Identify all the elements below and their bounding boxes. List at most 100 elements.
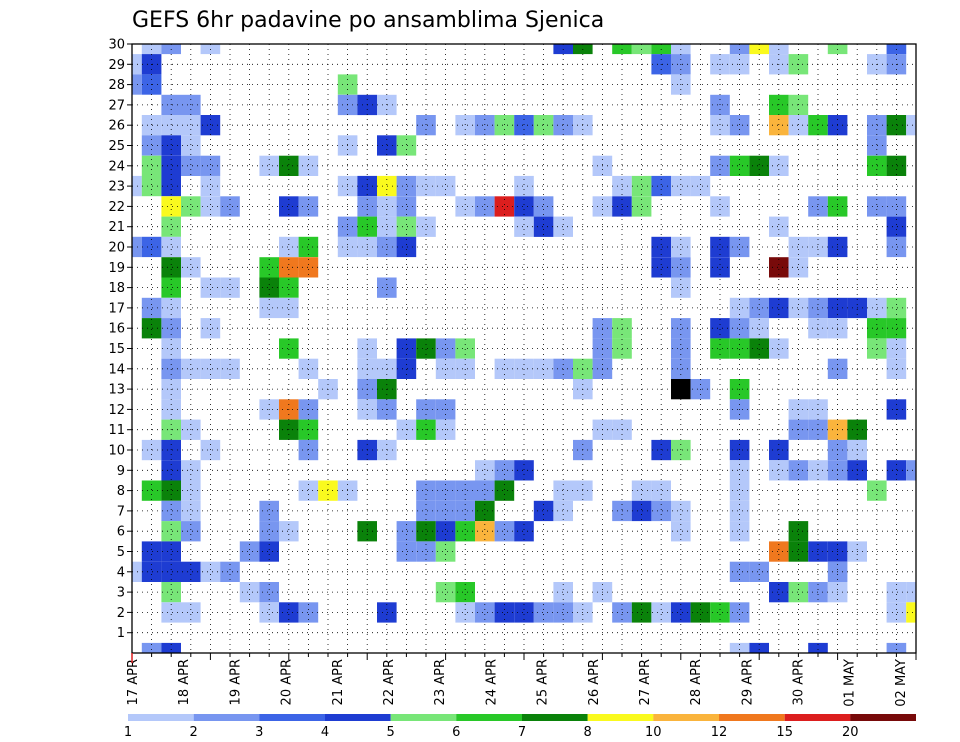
heatmap-cell (769, 115, 789, 136)
heatmap-cell (396, 338, 417, 359)
heatmap-cell (475, 521, 495, 542)
heatmap-cell (729, 500, 750, 522)
heatmap-cell (220, 358, 240, 379)
heatmap-cell (181, 500, 201, 522)
heatmap-cell (533, 602, 554, 623)
heatmap-cell (455, 521, 475, 542)
heatmap-cell (161, 642, 181, 653)
heatmap-cell (886, 338, 907, 359)
y-tick-label: 18 (108, 281, 125, 296)
x-tick-label: 23 APR (433, 659, 448, 705)
heatmap-cell (671, 358, 691, 379)
heatmap-cell (141, 175, 162, 197)
heatmap-cell (710, 196, 730, 217)
x-axis-ticks: 17 APR 18 APR 19 APR 20 APR 21 APR 22 APR 23 A… (126, 653, 917, 707)
heatmap-cell (729, 297, 750, 319)
heatmap-cell (769, 257, 789, 278)
heatmap-cell (475, 500, 495, 522)
x-tick-label: 30 APR (792, 659, 807, 705)
heatmap-cell (132, 54, 142, 75)
heatmap-cell (867, 297, 887, 319)
heatmap-cell (279, 277, 299, 298)
heatmap-cell (396, 358, 417, 379)
heatmap-cell (729, 115, 750, 136)
y-tick-label: 30 (108, 38, 125, 53)
heatmap-cell (181, 196, 201, 217)
heatmap-cell (886, 297, 907, 319)
heatmap-cell (377, 196, 397, 217)
heatmap-cell (435, 582, 456, 603)
heatmap-cell (161, 175, 181, 197)
x-tick-label: 22 APR (382, 659, 397, 705)
y-tick-label: 26 (108, 119, 125, 134)
heatmap-cell (181, 561, 201, 582)
heatmap-cell (788, 236, 809, 258)
heatmap-cell (533, 500, 554, 522)
y-tick-label: 8 (117, 484, 125, 499)
heatmap-cell (710, 602, 730, 623)
y-tick-label: 7 (117, 504, 125, 519)
colorbar-label: 8 (584, 725, 592, 740)
x-tick-label: 29 APR (740, 659, 755, 705)
heatmap-cell (435, 480, 456, 501)
heatmap-cell (298, 236, 319, 258)
heatmap-cell (279, 236, 299, 258)
y-tick-label: 3 (117, 586, 125, 601)
heatmap-cell (553, 582, 573, 603)
heatmap-cell (867, 318, 887, 339)
heatmap-cell (141, 135, 162, 156)
y-tick-label: 15 (108, 342, 125, 357)
heatmap-cell (259, 521, 279, 542)
y-tick-label: 6 (117, 525, 125, 540)
heatmap-cell (435, 338, 456, 359)
heatmap-cell (631, 500, 652, 522)
colorbar-label: 6 (452, 725, 460, 740)
heatmap-cell (475, 115, 495, 136)
heatmap-cell (710, 115, 730, 136)
heatmap-cell (181, 460, 201, 481)
heatmap-cell (886, 196, 907, 217)
heatmap-cell (710, 257, 730, 278)
x-tick-label: 28 APR (689, 659, 704, 705)
y-tick-label: 9 (117, 464, 125, 479)
heatmap-cell (749, 155, 769, 176)
x-tick-label: 20 APR (280, 659, 295, 705)
heatmap-cell (494, 480, 515, 501)
heatmap-cell (710, 236, 730, 258)
heatmap-cell (886, 155, 907, 176)
heatmap-cell (259, 257, 279, 278)
y-tick-label: 11 (108, 423, 125, 438)
heatmap-cell (631, 602, 652, 623)
y-axis-ticks: 1234567891011121314151617181920212223242… (108, 38, 132, 641)
heatmap-cell (161, 358, 181, 379)
heatmap-cell (494, 521, 515, 542)
heatmap-cell (161, 561, 181, 582)
heatmap-cell (671, 338, 691, 359)
heatmap-cell (710, 155, 730, 176)
heatmap-cell (141, 115, 162, 136)
heatmap-cell (416, 338, 436, 359)
heatmap-cell (671, 257, 691, 278)
colorbar-label: 4 (321, 725, 329, 740)
heatmap-cell (132, 74, 142, 95)
heatmap-cell (867, 135, 887, 156)
heatmap-cell (514, 196, 534, 217)
x-tick-label: 01 MAY (843, 659, 858, 707)
colorbar-label: 5 (387, 725, 395, 740)
heatmap-cell (396, 175, 417, 197)
colorbar-swatch (587, 714, 654, 721)
heatmap-cell (377, 175, 397, 197)
heatmap-cell (455, 500, 475, 522)
heatmap-cell (729, 439, 750, 461)
heatmap-cell (533, 196, 554, 217)
heatmap-cell (298, 602, 319, 623)
heatmap-cell (788, 521, 809, 542)
heatmap-cell (886, 582, 907, 603)
heatmap-cell (161, 521, 181, 542)
y-tick-label: 19 (108, 261, 125, 276)
heatmap-cell (671, 175, 691, 197)
heatmap-cell (710, 338, 730, 359)
heatmap-cell (416, 521, 436, 542)
heatmap-cell (749, 297, 769, 319)
heatmap-cell (553, 115, 573, 136)
